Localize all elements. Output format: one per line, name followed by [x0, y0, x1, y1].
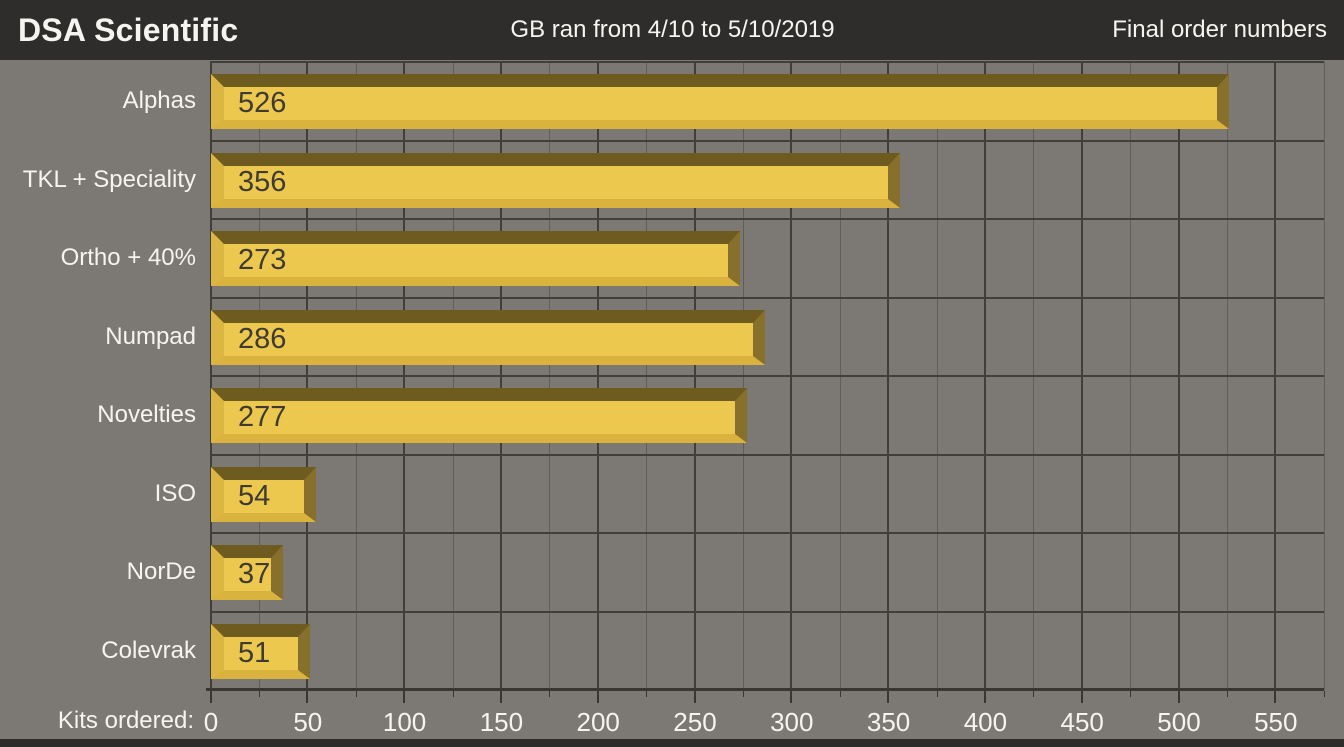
- bar: 51: [211, 623, 310, 679]
- bar-value-label: 356: [238, 165, 287, 198]
- x-axis-major-tick: [983, 691, 986, 703]
- header-bar: DSA Scientific GB ran from 4/10 to 5/10/…: [0, 0, 1344, 60]
- x-axis-title: Kits ordered:: [57, 707, 194, 734]
- x-axis-tick-label: 50: [293, 707, 323, 737]
- x-axis-minor-tick: [452, 691, 454, 697]
- bar-value-label: 54: [238, 479, 271, 512]
- bar-value-label: 37: [238, 558, 271, 590]
- bar: 54: [211, 466, 316, 522]
- x-axis-tick-label: 500: [1157, 707, 1201, 737]
- category-label: Novelties: [97, 401, 196, 429]
- x-axis-tick-label: 400: [963, 707, 1008, 737]
- gridline-horizontal: [210, 610, 1325, 613]
- bar-row: Novelties 277: [0, 376, 1344, 455]
- gridline-horizontal: [210, 375, 1325, 377]
- bar-value-label: 273: [238, 244, 287, 276]
- x-axis-tick-label: 200: [576, 707, 620, 737]
- bar: 356: [211, 152, 901, 208]
- x-axis-major-tick: [306, 691, 309, 703]
- bar-row: TKL + Speciality 356: [0, 141, 1344, 220]
- gridline-horizontal: [210, 453, 1325, 456]
- category-label: NorDe: [126, 558, 196, 586]
- x-axis-major-tick: [693, 691, 696, 703]
- x-axis-major-tick: [1177, 691, 1180, 703]
- x-axis-line: [206, 688, 1325, 691]
- bar: 37: [211, 545, 283, 600]
- gridline-horizontal: [210, 218, 1325, 220]
- x-axis-minor-tick: [1130, 691, 1132, 697]
- category-label: Colevrak: [101, 636, 196, 664]
- x-axis-major-tick: [596, 691, 599, 703]
- x-axis-tick-label: 350: [866, 707, 911, 737]
- bar-row: Ortho + 40% 273: [0, 219, 1344, 298]
- x-axis-major-tick: [209, 691, 212, 703]
- x-axis-tick-label: 100: [382, 707, 427, 737]
- x-axis-minor-tick: [1226, 691, 1228, 697]
- bar: 526: [211, 74, 1230, 129]
- x-axis-tick-label: 0: [203, 707, 219, 737]
- x-axis-minor-tick: [549, 691, 551, 697]
- x-axis-tick-label: 450: [1060, 707, 1104, 737]
- x-axis-major-tick: [790, 691, 793, 703]
- bottom-border-strip: [0, 739, 1344, 747]
- x-axis-minor-tick: [839, 691, 841, 697]
- x-axis-minor-tick: [646, 691, 648, 697]
- x-axis-tick-label: 550: [1254, 707, 1298, 737]
- gridline-horizontal: [210, 296, 1325, 299]
- bar-value-label: 526: [238, 87, 287, 119]
- gridline-horizontal: [210, 139, 1325, 142]
- category-label: Numpad: [105, 322, 196, 350]
- gridline-horizontal: [210, 61, 1325, 63]
- x-axis-major-tick: [499, 691, 502, 703]
- bar-chart: Kits ordered: 0 50 100 150 200 250 300 350 400 45…: [0, 60, 1344, 739]
- gridline-vertical-minor: [1323, 62, 1325, 690]
- x-axis-minor-tick: [1323, 691, 1325, 697]
- bar-row: Numpad 286: [0, 298, 1344, 377]
- x-axis-minor-tick: [1033, 691, 1035, 697]
- x-axis-minor-tick: [258, 691, 260, 697]
- header-subtitle: GB ran from 4/10 to 5/10/2019: [510, 16, 835, 43]
- bar-row: NorDe 37: [0, 533, 1344, 612]
- x-axis-minor-tick: [355, 691, 357, 697]
- x-axis-tick-label: 300: [770, 707, 814, 737]
- bar-value-label: 277: [238, 401, 287, 433]
- category-label: Alphas: [122, 87, 196, 115]
- gridline-horizontal: [210, 532, 1325, 534]
- bar: 277: [211, 388, 748, 443]
- x-axis-major-tick: [887, 691, 890, 703]
- bar: 273: [211, 231, 740, 286]
- x-axis-tick-label: 150: [479, 707, 524, 737]
- bar: 286: [211, 309, 765, 365]
- bar-row: ISO 54: [0, 455, 1344, 534]
- x-axis-major-tick: [1080, 691, 1083, 703]
- x-axis-major-tick: [1274, 691, 1277, 703]
- x-axis-minor-tick: [936, 691, 938, 697]
- x-axis-major-tick: [403, 691, 406, 703]
- header-right-note: Final order numbers: [1112, 16, 1328, 43]
- category-label: Ortho + 40%: [60, 244, 196, 272]
- x-axis-minor-tick: [742, 691, 744, 697]
- bar-row: Alphas 526: [0, 62, 1344, 141]
- bar-value-label: 286: [238, 322, 287, 355]
- page-title: DSA Scientific: [18, 11, 239, 48]
- category-label: ISO: [154, 479, 196, 507]
- bar-value-label: 51: [238, 636, 271, 669]
- category-label: TKL + Speciality: [22, 165, 196, 193]
- x-axis-tick-label: 250: [673, 707, 717, 737]
- bar-row: Colevrak 51: [0, 612, 1344, 691]
